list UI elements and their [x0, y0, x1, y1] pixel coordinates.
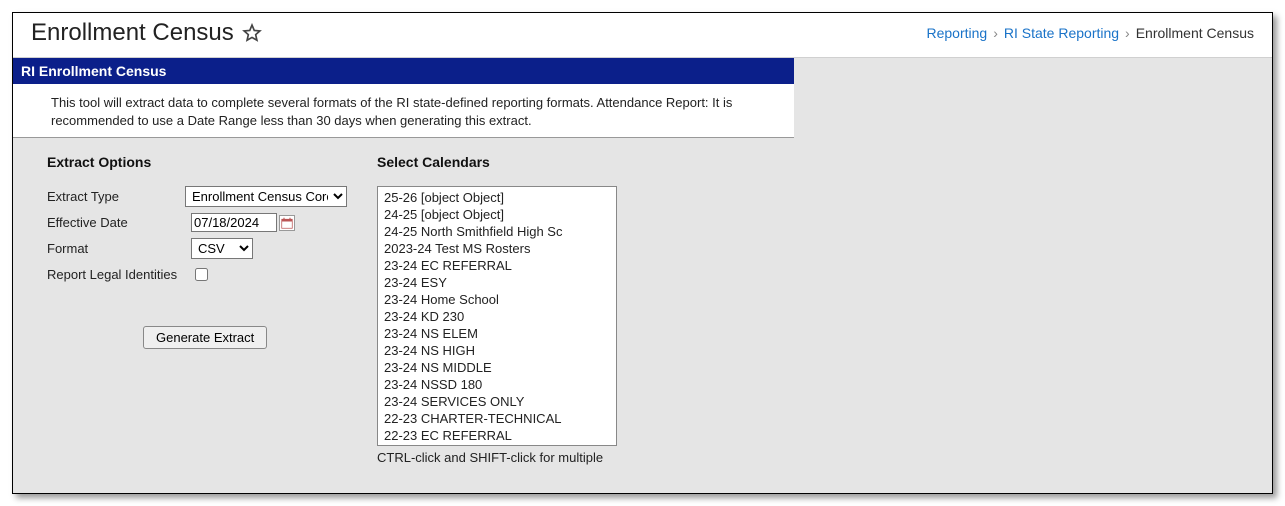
panel: RI Enrollment Census This tool will extr…: [13, 58, 794, 138]
extract-options-column: Extract Options Extract Type Enrollment …: [47, 154, 347, 465]
calendars-heading: Select Calendars: [377, 154, 784, 170]
chevron-right-icon: ›: [993, 25, 998, 41]
calendar-icon[interactable]: [279, 215, 295, 231]
header: Enrollment Census Reporting › RI State R…: [13, 13, 1272, 58]
form-area: Extract Options Extract Type Enrollment …: [13, 138, 794, 489]
calendars-column: Select Calendars 25-26 [object Object]24…: [377, 154, 784, 465]
app-window: Enrollment Census Reporting › RI State R…: [12, 12, 1273, 494]
calendar-option[interactable]: 23-24 EC REFERRAL: [378, 257, 616, 274]
breadcrumb-reporting[interactable]: Reporting: [927, 25, 988, 41]
title-wrap: Enrollment Census: [31, 19, 262, 47]
effective-date-input[interactable]: [191, 213, 277, 232]
label-effective-date: Effective Date: [47, 215, 191, 230]
row-format: Format CSV: [47, 238, 347, 259]
calendar-option[interactable]: 22-23 EC REFERRAL: [378, 427, 616, 444]
breadcrumb-ri-state-reporting[interactable]: RI State Reporting: [1004, 25, 1119, 41]
breadcrumb: Reporting › RI State Reporting › Enrollm…: [927, 25, 1255, 41]
report-legal-checkbox[interactable]: [195, 268, 208, 281]
calendar-option[interactable]: 23-24 KD 230: [378, 308, 616, 325]
format-select[interactable]: CSV: [191, 238, 253, 259]
calendar-hint: CTRL-click and SHIFT-click for multiple: [377, 450, 784, 465]
row-report-legal: Report Legal Identities: [47, 265, 347, 284]
chevron-right-icon: ›: [1125, 25, 1130, 41]
favorite-star-icon[interactable]: [242, 23, 262, 43]
calendar-option[interactable]: 23-24 ESY: [378, 274, 616, 291]
calendar-option[interactable]: 23-24 NS MIDDLE: [378, 359, 616, 376]
panel-title-bar: RI Enrollment Census: [13, 58, 794, 84]
calendar-option[interactable]: 2023-24 Test MS Rosters: [378, 240, 616, 257]
breadcrumb-current: Enrollment Census: [1136, 25, 1254, 41]
label-format: Format: [47, 241, 191, 256]
calendar-option[interactable]: 23-24 NS ELEM: [378, 325, 616, 342]
row-extract-type: Extract Type Enrollment Census Core: [47, 186, 347, 207]
calendar-option[interactable]: 24-25 North Smithfield High Sc: [378, 223, 616, 240]
calendar-option[interactable]: 22-23 ESY: [378, 444, 616, 446]
calendar-option[interactable]: 23-24 SERVICES ONLY: [378, 393, 616, 410]
calendar-option[interactable]: 23-24 NS HIGH: [378, 342, 616, 359]
row-effective-date: Effective Date: [47, 213, 347, 232]
extract-type-select[interactable]: Enrollment Census Core: [185, 186, 347, 207]
calendar-option[interactable]: 22-23 CHARTER-TECHNICAL: [378, 410, 616, 427]
page-title: Enrollment Census: [31, 19, 234, 47]
calendar-option[interactable]: 24-25 [object Object]: [378, 206, 616, 223]
extract-options-heading: Extract Options: [47, 154, 347, 170]
label-report-legal: Report Legal Identities: [47, 267, 191, 282]
content-area: RI Enrollment Census This tool will extr…: [13, 58, 1272, 493]
calendar-listbox[interactable]: 25-26 [object Object]24-25 [object Objec…: [377, 186, 617, 446]
panel-description: This tool will extract data to complete …: [13, 84, 794, 138]
generate-extract-button[interactable]: Generate Extract: [143, 326, 267, 349]
calendar-option[interactable]: 23-24 NSSD 180: [378, 376, 616, 393]
label-extract-type: Extract Type: [47, 189, 185, 204]
calendar-option[interactable]: 23-24 Home School: [378, 291, 616, 308]
calendar-option[interactable]: 25-26 [object Object]: [378, 189, 616, 206]
